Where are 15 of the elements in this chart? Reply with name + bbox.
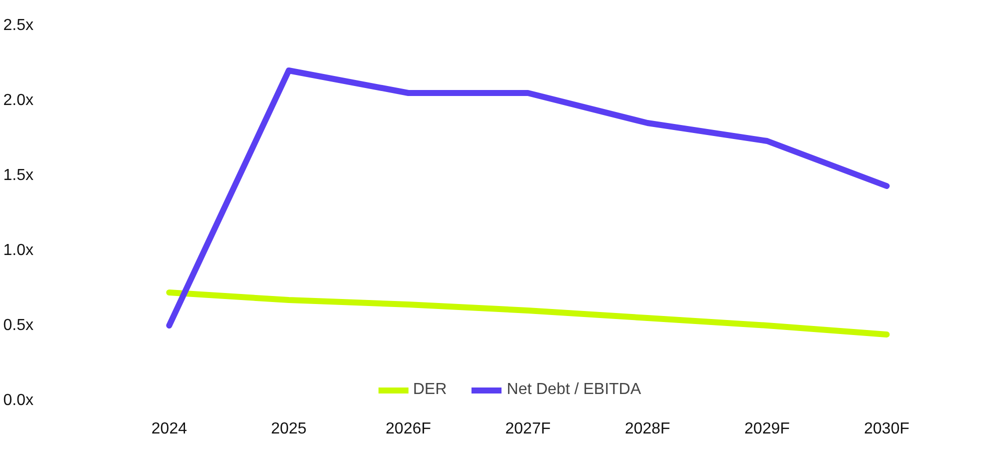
legend-label: Net Debt / EBITDA	[506, 381, 642, 399]
x-tick-label: 2027F	[505, 420, 551, 438]
x-tick-label: 2024	[151, 420, 188, 438]
x-tick-label: 2030F	[864, 420, 910, 438]
x-tick-label: 2028F	[624, 420, 670, 438]
y-tick-label: 2.5x	[3, 17, 34, 34]
legend-label: DER	[412, 381, 447, 399]
y-tick-label: 0.0x	[3, 392, 34, 409]
y-tick-label: 1.0x	[3, 242, 34, 259]
x-tick-label: 2029F	[744, 420, 790, 438]
y-tick-label: 0.5x	[3, 317, 34, 334]
x-tick-label: 2025	[270, 420, 307, 438]
y-tick-label: 2.0x	[3, 92, 34, 109]
x-tick-label: 2026F	[386, 420, 432, 438]
y-tick-label: 1.5x	[3, 167, 34, 184]
